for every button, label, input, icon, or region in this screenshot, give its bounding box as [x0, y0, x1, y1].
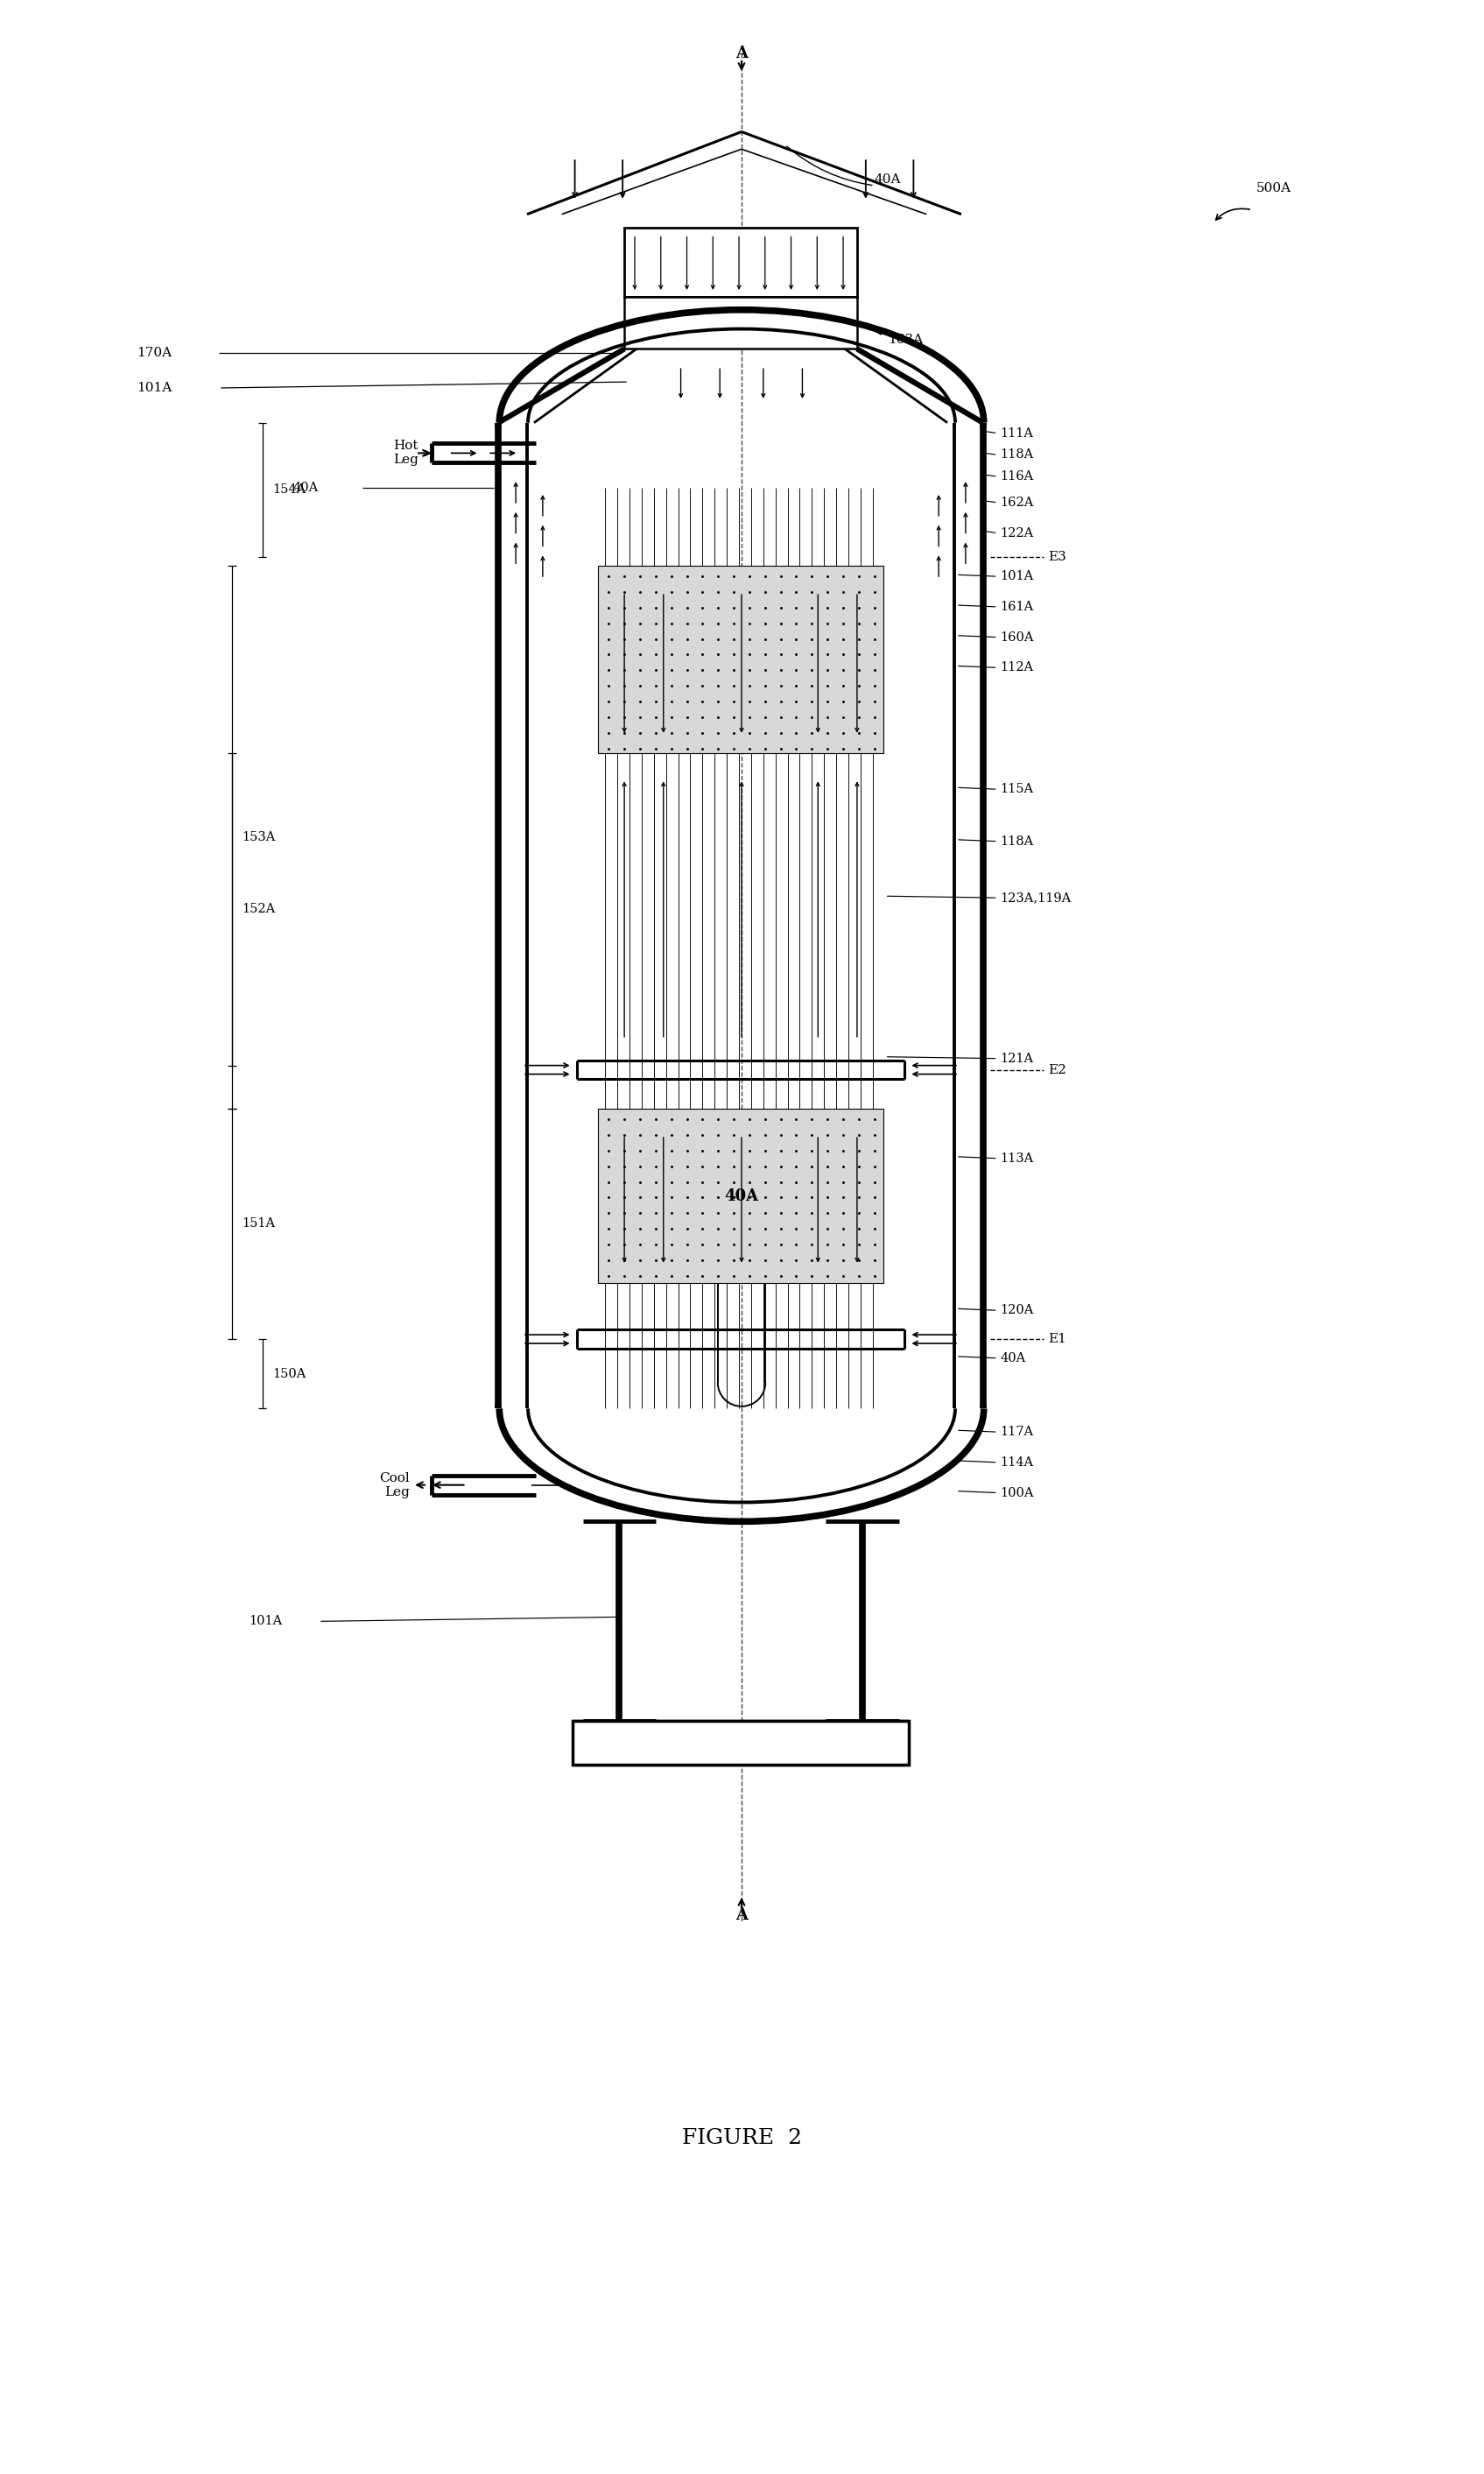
Text: 100A: 100A: [1000, 1487, 1034, 1499]
Text: 118A: 118A: [1000, 836, 1034, 849]
Text: E1: E1: [1048, 1333, 1067, 1346]
Text: A: A: [736, 1907, 748, 1922]
Text: 115A: 115A: [1000, 784, 1034, 794]
Bar: [625, 297, 858, 349]
Text: 162A: 162A: [1000, 497, 1034, 510]
Text: E2: E2: [1048, 1064, 1067, 1076]
Text: 101A: 101A: [249, 1616, 283, 1628]
Text: FIGURE  2: FIGURE 2: [681, 2128, 801, 2147]
Text: 121A: 121A: [1000, 1051, 1034, 1064]
Text: 122A: 122A: [1000, 527, 1034, 539]
Text: 40A: 40A: [1000, 1351, 1025, 1363]
Text: 163A: 163A: [887, 334, 923, 346]
Bar: [573, 1722, 910, 1764]
Text: 101A: 101A: [137, 381, 172, 393]
Text: 154A: 154A: [273, 482, 306, 495]
Text: 117A: 117A: [1000, 1425, 1034, 1437]
Text: 160A: 160A: [1000, 631, 1034, 643]
Text: 112A: 112A: [1000, 661, 1034, 673]
Text: 113A: 113A: [1000, 1153, 1034, 1165]
Text: 120A: 120A: [1000, 1304, 1034, 1316]
Bar: [625, 228, 858, 297]
Text: 101A: 101A: [1000, 571, 1034, 581]
Text: 161A: 161A: [1000, 601, 1034, 614]
Text: 40A: 40A: [292, 482, 318, 495]
Text: 111A: 111A: [1000, 428, 1033, 440]
Text: 40A: 40A: [874, 173, 901, 186]
Text: 500A: 500A: [1257, 183, 1291, 195]
Text: 118A: 118A: [1000, 448, 1034, 460]
Text: 116A: 116A: [1000, 470, 1034, 482]
Text: 170A: 170A: [137, 346, 172, 359]
Text: Cool
Leg: Cool Leg: [380, 1472, 410, 1499]
Text: 150A: 150A: [273, 1368, 306, 1380]
Text: E3: E3: [1048, 552, 1067, 564]
Text: 153A: 153A: [242, 831, 276, 844]
Bar: [598, 1108, 883, 1282]
Text: A: A: [736, 45, 748, 62]
Text: 114A: 114A: [1000, 1457, 1034, 1470]
Text: Hot
Leg: Hot Leg: [393, 440, 418, 465]
Text: 151A: 151A: [242, 1217, 276, 1230]
Text: 40A: 40A: [724, 1188, 758, 1205]
Text: 152A: 152A: [242, 903, 276, 915]
Text: 123A,119A: 123A,119A: [1000, 891, 1071, 903]
Bar: [598, 567, 883, 752]
